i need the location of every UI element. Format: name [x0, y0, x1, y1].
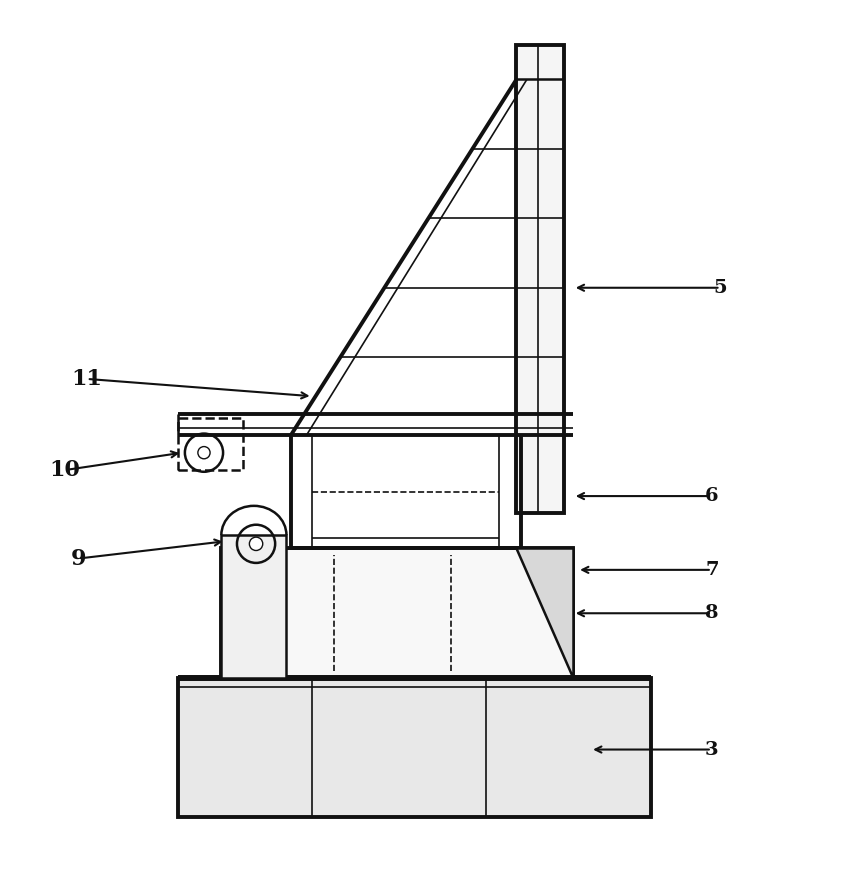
Text: 5: 5: [713, 279, 727, 297]
Text: 11: 11: [71, 368, 102, 390]
Text: 6: 6: [705, 488, 719, 505]
Bar: [178, 418, 243, 470]
Bar: [221, 535, 286, 678]
Circle shape: [198, 447, 210, 459]
Text: 8: 8: [705, 604, 719, 622]
Text: 7: 7: [705, 561, 719, 579]
Text: 3: 3: [705, 741, 719, 758]
Text: 9: 9: [70, 548, 86, 569]
Circle shape: [249, 537, 263, 551]
Bar: [178, 678, 651, 817]
Bar: [221, 548, 573, 678]
Polygon shape: [516, 548, 573, 678]
Text: 10: 10: [49, 459, 81, 481]
Bar: [516, 44, 564, 513]
